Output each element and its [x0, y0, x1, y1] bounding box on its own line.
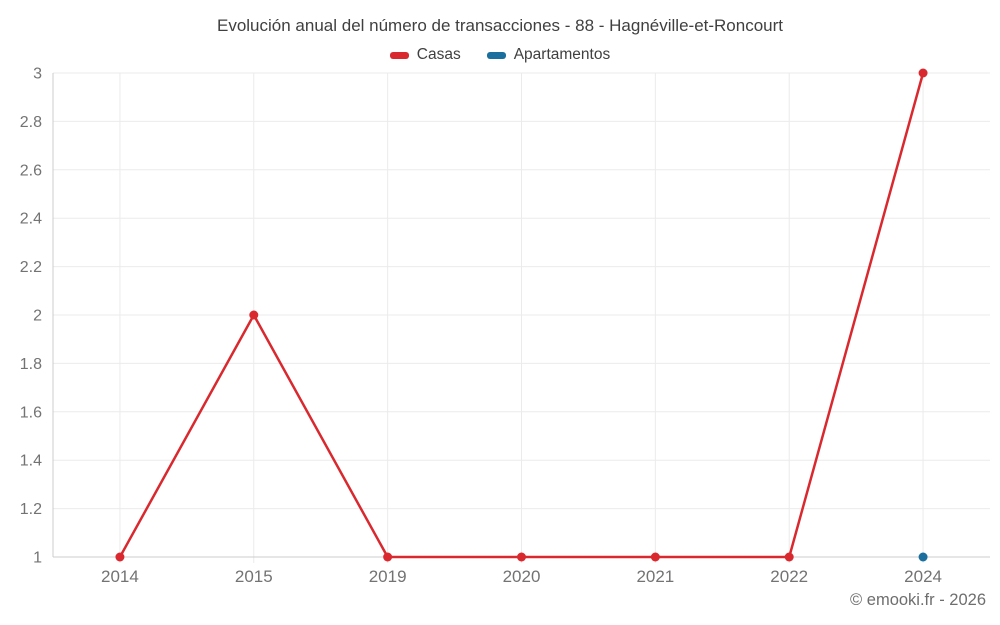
y-tick-label: 1.8	[20, 356, 42, 373]
data-point[interactable]	[784, 552, 794, 562]
legend-item-apartamentos[interactable]: Apartamentos	[486, 46, 611, 64]
data-point[interactable]	[383, 552, 393, 562]
legend-label-casas: Casas	[416, 46, 461, 63]
x-tick-label: 2020	[503, 567, 541, 586]
x-tick-label: 2021	[636, 567, 674, 586]
x-tick-label: 2014	[101, 567, 139, 586]
chart-title: Evolución anual del número de transaccio…	[216, 16, 784, 35]
data-point[interactable]	[517, 552, 526, 562]
y-tick-label: 1.2	[20, 501, 42, 518]
y-tick-label: 1.4	[20, 453, 42, 470]
x-tick-label: 2019	[369, 567, 407, 586]
chart-legend: Casas Apartamentos	[0, 46, 1000, 64]
data-point[interactable]	[918, 552, 928, 562]
y-tick-label: 1	[33, 550, 42, 567]
legend-swatch-casas-icon	[389, 51, 409, 59]
data-point[interactable]	[650, 552, 660, 562]
y-tick-label: 2	[33, 308, 42, 325]
data-point[interactable]	[918, 68, 928, 78]
y-tick-label: 2.8	[20, 114, 42, 131]
y-tick-label: 1.6	[20, 404, 42, 421]
x-tick-label: 2022	[770, 567, 808, 586]
y-tick-label: 3	[33, 66, 42, 83]
y-tick-label: 2.6	[20, 162, 42, 179]
data-point[interactable]	[115, 552, 125, 562]
footer-credit: © emooki.fr - 2026	[850, 591, 986, 609]
data-point[interactable]	[249, 310, 259, 320]
x-tick-label: 2024	[904, 567, 942, 586]
x-tick-label: 2015	[235, 567, 273, 586]
legend-label-apartamentos: Apartamentos	[513, 46, 611, 63]
y-tick-label: 2.2	[20, 259, 42, 276]
legend-swatch-apartamentos-icon	[486, 51, 506, 59]
y-tick-label: 2.4	[20, 211, 42, 228]
legend-item-casas[interactable]: Casas	[389, 46, 461, 64]
